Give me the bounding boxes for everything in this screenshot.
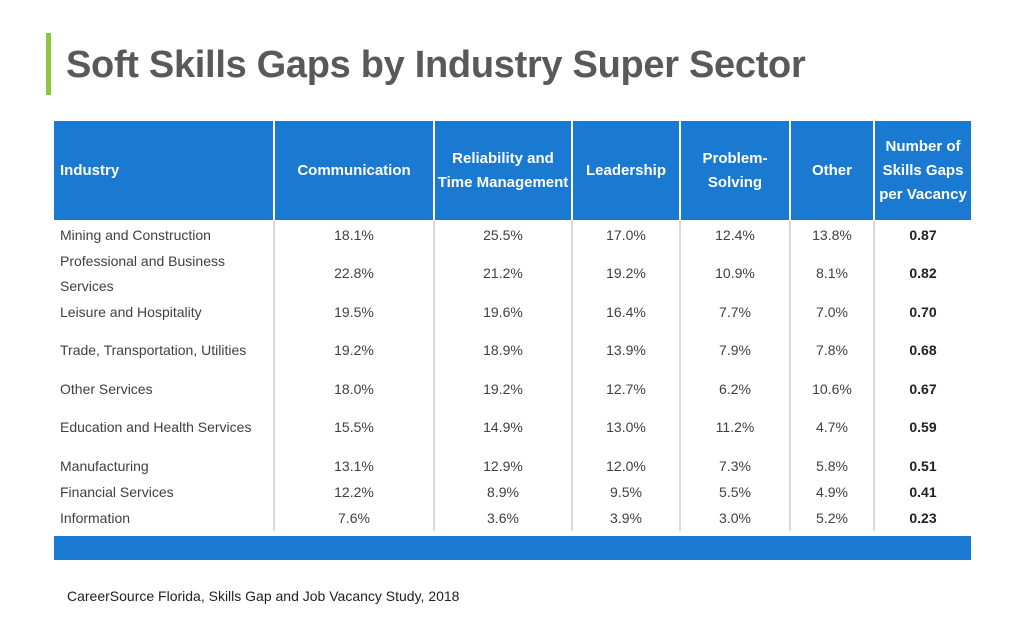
value-cell: 19.6%: [434, 299, 573, 325]
header-industry: Industry: [54, 121, 275, 220]
skills-gap-table: Industry Communication Reliability and T…: [54, 121, 971, 531]
table-row: Mining and Construction 18.1% 25.5% 17.0% 12…: [54, 220, 971, 248]
value-cell: 18.9%: [434, 325, 573, 376]
value-cell: 0.70: [909, 303, 937, 320]
table-row: Leisure and Hospitality 19.5% 19.6% 16.4% 7.…: [54, 299, 971, 325]
value-cell: 7.3%: [680, 453, 791, 479]
table-row: Trade, Transportation, Utilities 19.2% 18.…: [54, 325, 971, 376]
value-cell: 17.0%: [572, 220, 681, 248]
value-cell: 10.9%: [680, 248, 791, 299]
value-cell: 13.0%: [572, 402, 681, 453]
value-cell: 4.7%: [790, 402, 875, 453]
industry-cell: Professional and Business Services: [54, 248, 275, 299]
value-cell: 12.9%: [434, 453, 573, 479]
table-row: Manufacturing 13.1% 12.9% 12.0% 7.3% 5.8% 0.51: [54, 453, 971, 479]
header-leadership: Leadership: [572, 121, 681, 220]
value-cell: 9.5%: [572, 479, 681, 505]
value-cell: 12.7%: [572, 376, 681, 402]
value-cell: 13.8%: [790, 220, 875, 248]
value-cell: 7.6%: [274, 505, 435, 531]
header-reliability: Reliability and Time Management: [434, 121, 573, 220]
source-citation: CareerSource Florida, Skills Gap and Job…: [67, 588, 460, 604]
value-cell: 0.67: [909, 380, 937, 397]
table-body: Mining and Construction 18.1% 25.5% 17.0% 12…: [54, 220, 971, 531]
value-cell: 0.41: [909, 483, 937, 500]
value-cell: 18.0%: [274, 376, 435, 402]
header-other: Other: [790, 121, 875, 220]
value-cell: 7.8%: [790, 325, 875, 376]
value-cell: 13.1%: [274, 453, 435, 479]
value-cell: 14.9%: [434, 402, 573, 453]
value-cell: 7.0%: [790, 299, 875, 325]
industry-cell: Information: [54, 505, 275, 531]
value-cell: 19.5%: [274, 299, 435, 325]
table-row: Information 7.6% 3.6% 3.9% 3.0% 5.2% 0.23: [54, 505, 971, 531]
value-cell: 15.5%: [274, 402, 435, 453]
value-cell: 12.0%: [572, 453, 681, 479]
value-cell: 19.2%: [434, 376, 573, 402]
industry-cell: Trade, Transportation, Utilities: [54, 325, 275, 376]
page-title: Soft Skills Gaps by Industry Super Secto…: [66, 44, 806, 86]
value-cell: 19.2%: [274, 325, 435, 376]
value-cell: 3.0%: [680, 505, 791, 531]
value-cell: 8.1%: [790, 248, 875, 299]
header-problem-solving: Problem-Solving: [680, 121, 791, 220]
value-cell: 7.9%: [680, 325, 791, 376]
value-cell: 0.23: [909, 509, 937, 526]
value-cell: 8.9%: [434, 479, 573, 505]
table-row: Education and Health Services 15.5% 14.9% 1…: [54, 402, 971, 453]
value-cell: 7.7%: [680, 299, 791, 325]
industry-cell: Financial Services: [54, 479, 275, 505]
value-cell: 13.9%: [572, 325, 681, 376]
value-cell: 5.5%: [680, 479, 791, 505]
value-cell: 10.6%: [790, 376, 875, 402]
value-cell: 3.6%: [434, 505, 573, 531]
value-cell: 22.8%: [274, 248, 435, 299]
industry-cell: Mining and Construction: [54, 220, 275, 248]
header-communication: Communication: [274, 121, 435, 220]
table-header-row: Industry Communication Reliability and T…: [54, 121, 971, 220]
table-row: Professional and Business Services 22.8% 2…: [54, 248, 971, 299]
value-cell: 21.2%: [434, 248, 573, 299]
value-cell: 5.8%: [790, 453, 875, 479]
industry-cell: Other Services: [54, 376, 275, 402]
industry-cell: Education and Health Services: [54, 402, 275, 453]
value-cell: 3.9%: [572, 505, 681, 531]
value-cell: 12.2%: [274, 479, 435, 505]
value-cell: 0.87: [909, 226, 937, 243]
value-cell: 4.9%: [790, 479, 875, 505]
table-row: Other Services 18.0% 19.2% 12.7% 6.2% 10.6% 0.…: [54, 376, 971, 402]
industry-cell: Leisure and Hospitality: [54, 299, 275, 325]
value-cell: 0.51: [909, 457, 937, 474]
value-cell: 11.2%: [680, 402, 791, 453]
value-cell: 6.2%: [680, 376, 791, 402]
value-cell: 25.5%: [434, 220, 573, 248]
industry-cell: Manufacturing: [54, 453, 275, 479]
table-footer-bar: [54, 536, 971, 560]
value-cell: 5.2%: [790, 505, 875, 531]
skills-gap-table-container: Industry Communication Reliability and T…: [54, 121, 971, 560]
table-row: Financial Services 12.2% 8.9% 9.5% 5.5% 4.9% 0…: [54, 479, 971, 505]
title-accent-bar: [46, 33, 51, 95]
value-cell: 19.2%: [572, 248, 681, 299]
header-gaps-per-vacancy: Number of Skills Gaps per Vacancy: [874, 121, 971, 220]
value-cell: 0.68: [909, 342, 937, 358]
value-cell: 12.4%: [680, 220, 791, 248]
value-cell: 0.59: [909, 419, 937, 435]
value-cell: 0.82: [909, 265, 937, 281]
value-cell: 16.4%: [572, 299, 681, 325]
value-cell: 18.1%: [274, 220, 435, 248]
